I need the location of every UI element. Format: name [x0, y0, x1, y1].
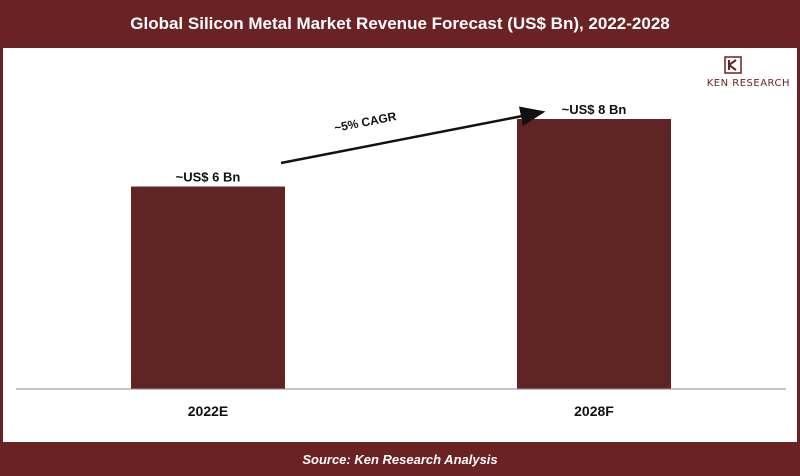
- right-border: [797, 48, 800, 442]
- left-border: [0, 48, 3, 442]
- cagr-arrow: [280, 106, 546, 165]
- bar-2028f: [517, 119, 671, 389]
- source-note: Source: Ken Research Analysis: [0, 442, 800, 476]
- category-label-2022e: 2022E: [188, 403, 228, 419]
- bars-layer: ~US$ 6 Bn 2022E ~US$ 8 Bn 2028F: [131, 102, 671, 419]
- cagr-annotation: ~5% CAGR: [333, 109, 398, 135]
- bar-2022e: [131, 186, 285, 389]
- logo-icon: [724, 56, 742, 74]
- category-label-2028f: 2028F: [574, 403, 614, 419]
- ken-research-logo: KEN RESEARCH: [680, 56, 790, 92]
- data-label-2028f: ~US$ 8 Bn: [562, 102, 627, 117]
- chart-title: Global Silicon Metal Market Revenue Fore…: [0, 0, 800, 48]
- logo-text: KEN RESEARCH: [706, 78, 790, 89]
- data-label-2022e: ~US$ 6 Bn: [176, 170, 241, 185]
